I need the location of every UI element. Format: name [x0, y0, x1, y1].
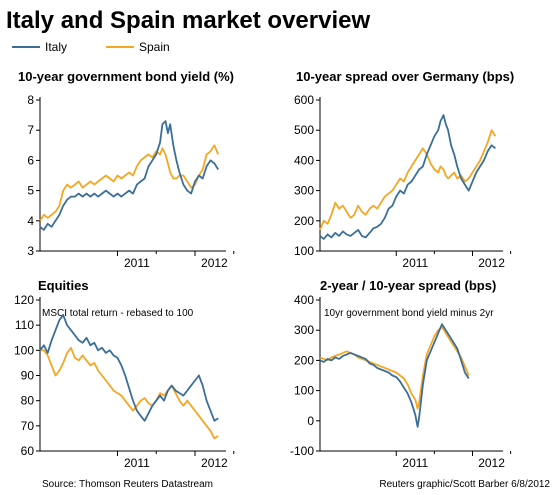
y-tick-label: 100: [294, 384, 314, 398]
y-tick-label: 120: [14, 293, 34, 307]
panel-2-title: 10-year spread over Germany (bps): [296, 69, 514, 84]
y-tick-label: 4: [27, 214, 34, 228]
x-tick-label: 2011: [402, 256, 428, 270]
source-note: Source: Thomson Reuters Datastream: [42, 479, 213, 490]
x-tick-label: 2012: [201, 456, 228, 470]
y-tick-label: 400: [294, 293, 314, 307]
series-line-italy: [319, 323, 470, 428]
y-tick-label: 300: [294, 323, 314, 337]
y-tick-label: 60: [21, 444, 35, 458]
series-line-spain: [39, 144, 220, 222]
credit-note: Reuters graphic/Scott Barber 6/8/2012: [379, 479, 550, 490]
legend-label-spain: Spain: [139, 40, 170, 54]
x-tick-label: 2012: [478, 456, 505, 470]
panel-2: 10-year spread over Germany (bps) 100 200 3…: [294, 69, 514, 270]
x-tick-label: 2011: [124, 456, 150, 470]
legend-label-italy: Italy: [45, 40, 67, 54]
y-tick-label: 70: [21, 419, 35, 433]
panel-4-title: 2-year / 10-year spread (bps): [320, 278, 496, 293]
series-line-spain: [40, 346, 219, 440]
y-tick-label: 3: [27, 244, 34, 258]
panel-1: 10-year government bond yield (%) 3 4 5 6 7 8 2…: [18, 69, 235, 270]
y-tick-label: 200: [294, 353, 314, 367]
y-tick-label: 80: [21, 394, 35, 408]
panels: 10-year government bond yield (%) 3 4 5 6 7 8 2…: [14, 69, 514, 470]
y-tick-label: 100: [294, 244, 314, 258]
panel-4-subtitle: 10yr government bond yield minus 2yr: [324, 308, 494, 319]
panel-3-subtitle: MSCI total return - rebased to 100: [42, 308, 194, 319]
x-tick-label: 2011: [402, 456, 428, 470]
y-tick-label: -100: [290, 444, 314, 458]
series-line-italy: [319, 114, 496, 240]
y-tick-label: 600: [294, 93, 314, 107]
panel-3: Equities MSCI total return - rebased to 1…: [14, 278, 235, 470]
series-line-italy: [39, 314, 219, 422]
y-tick-label: 500: [294, 123, 314, 137]
x-tick-label: 2012: [201, 256, 228, 270]
y-tick-label: 8: [27, 93, 34, 107]
y-tick-label: 100: [14, 343, 34, 357]
panel-1-title: 10-year government bond yield (%): [18, 69, 234, 84]
y-tick-label: 0: [307, 414, 314, 428]
y-tick-label: 5: [27, 184, 34, 198]
y-tick-label: 300: [294, 184, 314, 198]
x-tick-label: 2011: [124, 256, 150, 270]
y-tick-label: 90: [21, 369, 35, 383]
panel-3-title: Equities: [38, 278, 89, 293]
series-line-spain: [319, 129, 497, 231]
legend: Italy Spain: [12, 40, 170, 54]
y-tick-label: 400: [294, 153, 314, 167]
y-tick-label: 200: [294, 214, 314, 228]
y-tick-label: 6: [27, 153, 34, 167]
x-tick-label: 2012: [478, 256, 505, 270]
panel-4: 2-year / 10-year spread (bps) 10yr govern…: [290, 278, 512, 470]
figure-title: Italy and Spain market overview: [6, 7, 370, 34]
series-line-spain: [319, 326, 470, 410]
y-tick-label: 110: [15, 318, 34, 332]
series-line-italy: [39, 120, 219, 231]
y-tick-label: 7: [27, 123, 34, 137]
